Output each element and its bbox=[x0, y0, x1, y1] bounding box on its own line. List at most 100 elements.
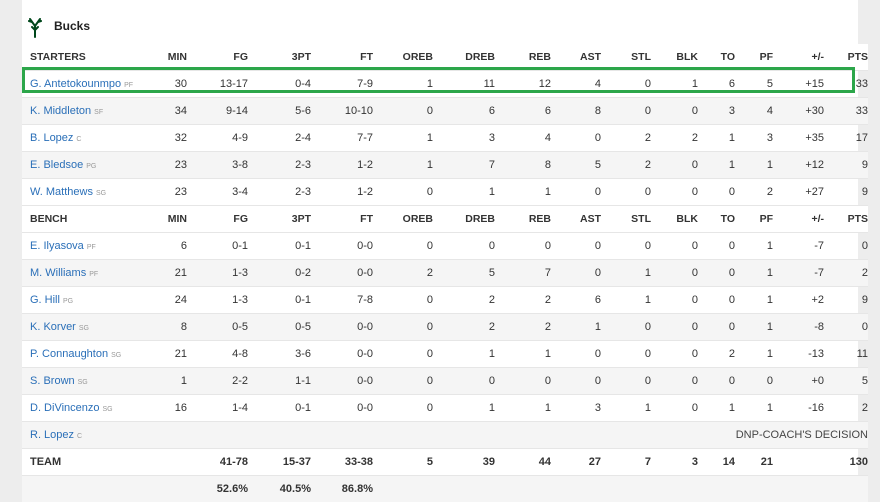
percentage-cell bbox=[157, 476, 187, 502]
total-cell: 27 bbox=[551, 449, 601, 476]
stat-cell: 4 bbox=[495, 125, 551, 152]
stat-cell: 2-3 bbox=[248, 179, 311, 206]
player-link[interactable]: E. Ilyasova bbox=[30, 240, 84, 252]
stat-cell: 5 bbox=[735, 71, 773, 98]
stat-cell: 33 bbox=[824, 71, 868, 98]
stat-cell: 1-3 bbox=[187, 287, 248, 314]
column-header-3pt: 3PT bbox=[248, 44, 311, 71]
section-label: BENCH bbox=[22, 206, 157, 233]
stat-cell: 0 bbox=[735, 368, 773, 395]
stat-cell: 0 bbox=[601, 179, 651, 206]
stat-cell: 13-17 bbox=[187, 71, 248, 98]
percentage-cell bbox=[373, 476, 433, 502]
stat-cell: 0 bbox=[698, 287, 735, 314]
stat-cell: 0 bbox=[651, 260, 698, 287]
stat-cell: 6 bbox=[433, 98, 495, 125]
player-link[interactable]: G. Antetokounmpo bbox=[30, 78, 121, 90]
player-link[interactable]: E. Bledsoe bbox=[30, 159, 83, 171]
player-link[interactable]: D. DiVincenzo bbox=[30, 402, 100, 414]
stat-cell: 6 bbox=[551, 287, 601, 314]
player-link[interactable]: M. Williams bbox=[30, 267, 86, 279]
stat-cell: 0 bbox=[551, 341, 601, 368]
stat-cell: 21 bbox=[157, 260, 187, 287]
stat-cell: 12 bbox=[495, 71, 551, 98]
stat-cell: 0 bbox=[651, 233, 698, 260]
stat-cell: 0-0 bbox=[311, 260, 373, 287]
stat-cell: 8 bbox=[495, 152, 551, 179]
player-link[interactable]: B. Lopez bbox=[30, 132, 73, 144]
player-position: PG bbox=[63, 298, 73, 305]
player-position: SG bbox=[103, 406, 113, 413]
stat-cell: 8 bbox=[551, 98, 601, 125]
player-link[interactable]: R. Lopez bbox=[30, 429, 74, 441]
stat-cell: 1 bbox=[433, 395, 495, 422]
stat-cell: 7-7 bbox=[311, 125, 373, 152]
player-position: SG bbox=[79, 325, 89, 332]
stat-cell: 1 bbox=[735, 314, 773, 341]
stat-cell: 0-0 bbox=[311, 341, 373, 368]
stat-cell: 0-0 bbox=[311, 314, 373, 341]
stat-cell: 9 bbox=[824, 287, 868, 314]
stat-cell: 2 bbox=[601, 125, 651, 152]
column-header-min: MIN bbox=[157, 44, 187, 71]
player-position: C bbox=[77, 433, 82, 440]
total-cell bbox=[157, 449, 187, 476]
column-header-ast: AST bbox=[551, 206, 601, 233]
stat-cell: 0 bbox=[601, 98, 651, 125]
stat-cell: 1 bbox=[433, 179, 495, 206]
stat-cell: 0 bbox=[433, 233, 495, 260]
stat-cell: 0 bbox=[495, 368, 551, 395]
stat-cell: 0 bbox=[698, 314, 735, 341]
player-position: PF bbox=[87, 244, 96, 251]
stat-cell: 1-3 bbox=[187, 260, 248, 287]
stat-cell: 0-5 bbox=[248, 314, 311, 341]
column-header-pf: PF bbox=[735, 206, 773, 233]
stat-cell: 1 bbox=[698, 152, 735, 179]
player-position: SG bbox=[78, 379, 88, 386]
stat-cell: 8 bbox=[157, 314, 187, 341]
stat-cell: +2 bbox=[773, 287, 824, 314]
player-link[interactable]: S. Brown bbox=[30, 375, 75, 387]
section-label: STARTERS bbox=[22, 44, 157, 71]
column-header-: +/- bbox=[773, 44, 824, 71]
player-link[interactable]: W. Matthews bbox=[30, 186, 93, 198]
stat-cell: 0 bbox=[601, 314, 651, 341]
stat-cell: 5 bbox=[551, 152, 601, 179]
stat-cell: 0 bbox=[698, 179, 735, 206]
player-link[interactable]: K. Middleton bbox=[30, 105, 91, 117]
percentage-cell bbox=[433, 476, 495, 502]
column-header-dreb: DREB bbox=[433, 44, 495, 71]
stat-cell: 0 bbox=[373, 98, 433, 125]
column-header-pts: PTS bbox=[824, 44, 868, 71]
stat-cell: 0 bbox=[373, 233, 433, 260]
stat-cell: 1 bbox=[373, 71, 433, 98]
total-cell: 5 bbox=[373, 449, 433, 476]
stat-cell: 6 bbox=[495, 98, 551, 125]
player-link[interactable]: P. Connaughton bbox=[30, 348, 108, 360]
stat-cell: 0 bbox=[651, 314, 698, 341]
stat-cell: 1 bbox=[373, 125, 433, 152]
stat-cell: 0 bbox=[551, 125, 601, 152]
player-link[interactable]: K. Korver bbox=[30, 321, 76, 333]
stat-cell: 0 bbox=[601, 341, 651, 368]
player-link[interactable]: G. Hill bbox=[30, 294, 60, 306]
stat-cell: 1 bbox=[735, 233, 773, 260]
column-header-to: TO bbox=[698, 206, 735, 233]
total-cell: 15-37 bbox=[248, 449, 311, 476]
stat-cell: 1 bbox=[651, 71, 698, 98]
